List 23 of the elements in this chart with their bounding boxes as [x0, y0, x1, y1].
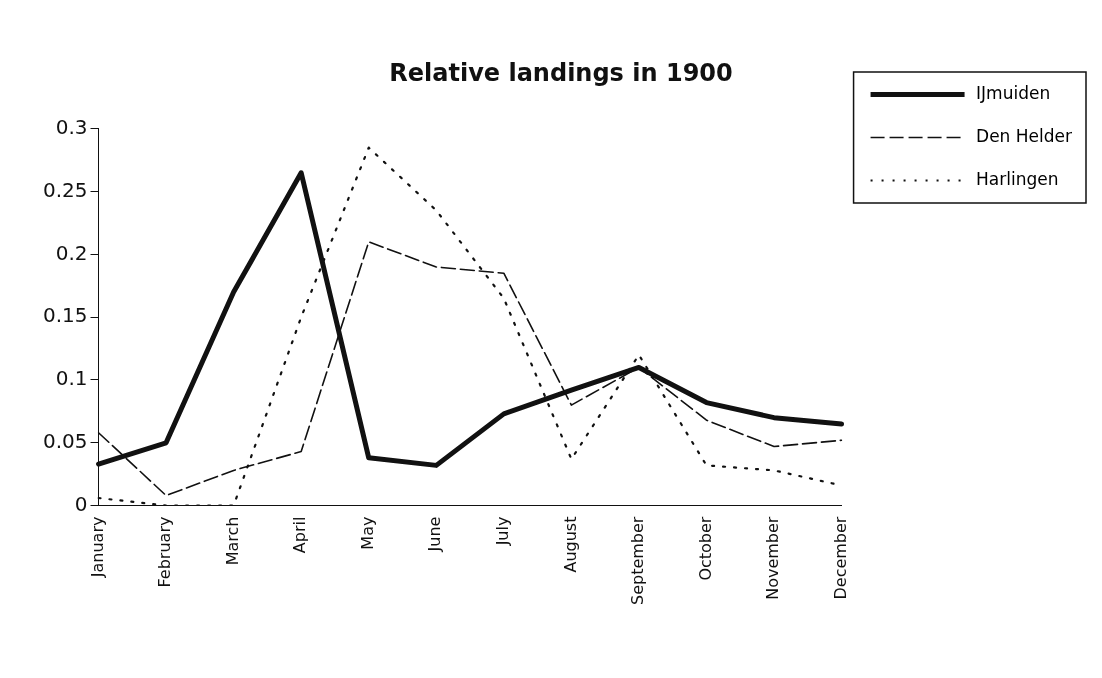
x-tick-label: September: [628, 516, 648, 605]
y-tick-label: 0.05: [43, 428, 88, 453]
x-tick-label: August: [560, 516, 580, 573]
text: IJmuiden: [976, 82, 1051, 103]
y-tick-label: 0.3: [55, 115, 88, 139]
text: Harlingen: [976, 168, 1059, 189]
x-tick-label: October: [695, 516, 715, 581]
x-tick-label: April: [290, 516, 310, 554]
y-tick-label: 0.25: [43, 177, 88, 202]
x-tick-label: July: [492, 516, 512, 547]
x-tick-label: March: [222, 516, 242, 566]
x-tick-label: May: [357, 516, 377, 550]
x-tick-label: June: [425, 516, 445, 553]
x-tick-label: February: [155, 516, 175, 588]
x-tick-label: December: [830, 516, 850, 600]
x-tick-label: January: [87, 516, 107, 579]
y-tick-label: 0.1: [55, 366, 88, 391]
text: Den Helder: [976, 125, 1073, 146]
x-tick-label: November: [763, 516, 783, 600]
y-tick-label: 0.2: [55, 240, 88, 265]
y-tick-label: 0.15: [43, 303, 88, 328]
chart-title: Relative landings in 1900: [389, 58, 733, 87]
y-tick-label: 0: [74, 491, 88, 516]
